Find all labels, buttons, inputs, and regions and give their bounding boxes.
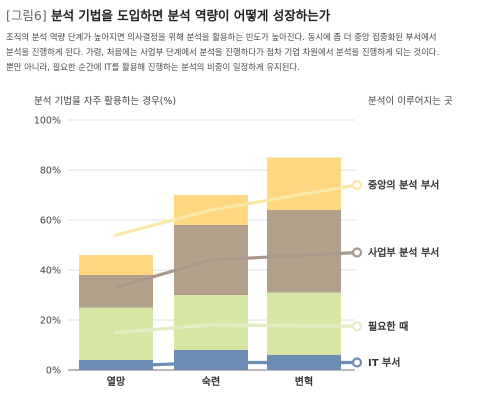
- y-axis-title: 분석 기법을 자주 활용하는 경우(%): [34, 96, 177, 107]
- trend-line: [114, 323, 359, 335]
- description-line: 분석을 진행하게 된다. 가령, 처음에는 사업부 단계에서 분석을 진행하다가…: [6, 47, 440, 57]
- y-tick-label: 0%: [46, 366, 61, 377]
- description-line: 뿐만 아니라, 필요한 순간에 IT를 활용해 진행하는 분석의 비중이 일정하…: [6, 62, 300, 72]
- description-line: 조직의 분석 역량 단계가 높아지면 의사결정을 위해 분석을 활용하는 빈도가…: [6, 32, 437, 42]
- series-label: 사업부 분석 부서: [368, 246, 439, 259]
- series-label: 필요한 때: [368, 320, 408, 333]
- trend-end-marker: [351, 247, 363, 258]
- bar-segment: [267, 157, 341, 210]
- location-legend-title: 분석이 이루어지는 곳: [368, 96, 453, 107]
- bar-segment: [267, 292, 341, 355]
- trend-end-marker: [351, 321, 363, 332]
- trend-end-marker: [351, 179, 363, 191]
- trend-end-marker: [351, 357, 363, 368]
- bar-segment: [267, 210, 341, 293]
- series-label: IT 부서: [368, 356, 400, 369]
- trend-line: [114, 360, 359, 368]
- y-tick-label: 40%: [40, 266, 61, 277]
- figure-tag: [그림6]: [6, 8, 47, 23]
- y-tick-label: 60%: [40, 216, 61, 227]
- y-tick-label: 80%: [40, 166, 61, 177]
- x-tick-label: 변혁: [295, 375, 313, 388]
- figure-description: 조직의 분석 역량 단계가 높아지면 의사결정을 위해 분석을 활용하는 빈도가…: [6, 30, 484, 75]
- figure-title: [그림6] 분석 기법을 도입하면 분석 역량이 어떻게 성장하는가: [6, 5, 330, 24]
- bar-segment: [79, 255, 153, 275]
- trend-line: [114, 250, 359, 290]
- y-tick-label: 100%: [34, 116, 61, 127]
- bar-segment: [174, 350, 248, 370]
- y-tick-label: 20%: [40, 316, 61, 327]
- bar-segment: [174, 295, 248, 350]
- trend-line: [114, 183, 359, 237]
- series-label: 중앙의 분석 부서: [368, 179, 439, 192]
- figure-title-text: 분석 기법을 도입하면 분석 역량이 어떻게 성장하는가: [51, 8, 331, 23]
- x-tick-label: 숙련: [202, 375, 220, 388]
- x-tick-label: 열망: [107, 375, 126, 388]
